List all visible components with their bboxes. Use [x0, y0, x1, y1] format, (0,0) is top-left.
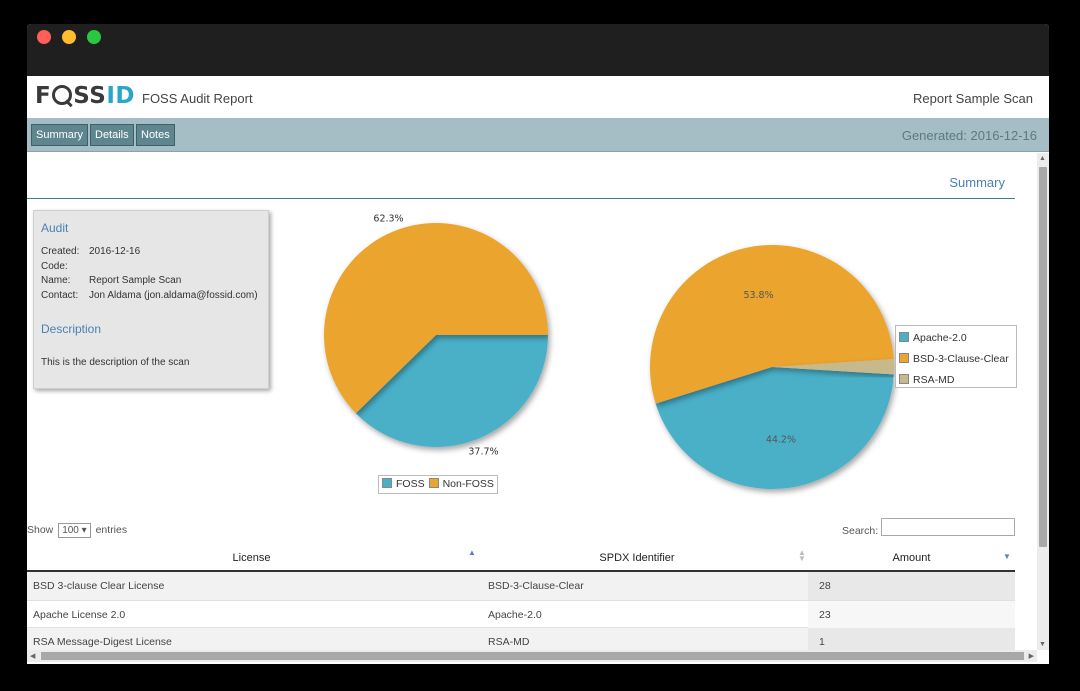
audit-title: Audit: [41, 221, 69, 235]
app-title: FOSS Audit Report: [142, 91, 253, 106]
cell-spdx: Apache-2.0: [488, 609, 542, 621]
audit-value: Jon Aldama (jon.aldama@fossid.com): [89, 290, 258, 301]
entries-select[interactable]: 100 ▾: [58, 523, 91, 538]
window-titlebar: [27, 24, 1049, 76]
table-row[interactable]: Apache License 2.0 Apache-2.0 23: [27, 600, 1015, 629]
pie-label-foss: 37.7%: [468, 447, 498, 458]
column-header-spdx[interactable]: SPDX Identifier: [599, 552, 675, 564]
charts-canvas: 37.7% 62.3% 44.2% 53.8%: [324, 213, 894, 489]
table-header-divider: [27, 570, 1015, 572]
legend-label-rsa: RSA-MD: [913, 374, 955, 386]
legend-label-bsd: BSD-3-Clause-Clear: [913, 353, 1009, 365]
cell-amount: 28: [808, 572, 1015, 600]
foss-pie-chart: 37.7% 62.3%: [324, 213, 548, 458]
vertical-scrollbar[interactable]: ▲ ▼: [1037, 153, 1049, 650]
legend-swatch-bsd: [899, 353, 909, 363]
logo-text-ss: SS: [73, 83, 107, 109]
entries-label: entries: [95, 524, 128, 536]
sort-both-icon[interactable]: ▲▼: [798, 548, 806, 563]
audit-row-code: Code:: [41, 261, 89, 272]
entries-length-control: Show 100 ▾ entries: [27, 523, 127, 538]
fossid-logo: F SSID: [35, 82, 135, 110]
show-label: Show: [27, 524, 54, 536]
description-title: Description: [41, 322, 102, 336]
nav-bar: Summary Details Notes Generated: 2016-12…: [27, 118, 1049, 152]
pie-label-bsd-3-clause-clear: 53.8%: [743, 290, 773, 301]
minimize-window-button[interactable]: [62, 30, 76, 44]
summary-heading: Summary: [949, 175, 1005, 190]
legend-item-bsd: BSD-3-Clause-Clear: [899, 349, 1013, 370]
scroll-left-icon[interactable]: ◀: [30, 653, 36, 660]
audit-row-created: Created: 2016-12-16: [41, 246, 140, 257]
legend-swatch-foss: [382, 478, 392, 488]
browser-window: F SSID FOSS Audit Report Report Sample Sc…: [27, 24, 1049, 664]
pie-slice-foss[interactable]: [355, 335, 548, 447]
cell-amount: 1: [808, 628, 1015, 650]
scroll-down-icon[interactable]: ▼: [1039, 641, 1046, 648]
logo-text-f: F: [35, 83, 52, 109]
cell-license: Apache License 2.0: [33, 609, 126, 621]
audit-key: Name:: [41, 275, 71, 286]
description-text: This is the description of the scan: [41, 357, 190, 368]
cell-spdx: BSD-3-Clause-Clear: [488, 580, 584, 592]
foss-pie-legend: FOSS Non-FOSS: [378, 475, 498, 494]
audit-row-contact: Contact: Jon Aldama (jon.aldama@fossid.co…: [41, 290, 258, 301]
scan-title: Report Sample Scan: [913, 91, 1033, 106]
sort-descending-icon[interactable]: ▼: [1003, 552, 1011, 561]
tab-details[interactable]: Details: [90, 124, 134, 146]
logo-text-id: ID: [106, 83, 135, 109]
audit-key: Code:: [41, 261, 68, 272]
pie-slice-bsd-3-clause-clear[interactable]: [650, 244, 894, 404]
legend-label-foss: FOSS: [396, 478, 425, 490]
horizontal-scroll-thumb[interactable]: [41, 652, 1024, 660]
legend-item-apache: Apache-2.0: [899, 328, 1013, 349]
audit-key: Created:: [41, 246, 80, 257]
generated-date: Generated: 2016-12-16: [901, 128, 1037, 143]
search-label: Search:: [842, 525, 879, 537]
scroll-up-icon[interactable]: ▲: [1039, 155, 1046, 162]
legend-swatch-nonfoss: [428, 478, 439, 488]
vertical-scroll-thumb[interactable]: [1039, 167, 1047, 547]
cell-amount: 23: [808, 601, 1015, 629]
report-header: F SSID FOSS Audit Report Report Sample Sc…: [27, 76, 1049, 118]
pie-slice-non-foss[interactable]: [324, 222, 548, 414]
search-input[interactable]: [881, 518, 1015, 536]
tab-notes[interactable]: Notes: [136, 124, 175, 146]
cell-spdx: RSA-MD: [488, 636, 530, 648]
maximize-window-button[interactable]: [87, 30, 101, 44]
horizontal-scrollbar[interactable]: ◀ ▶: [27, 650, 1037, 662]
legend-label-nonfoss: Non-FOSS: [442, 478, 494, 490]
legend-swatch-rsa: [899, 374, 909, 384]
license-pie-legend: Apache-2.0 BSD-3-Clause-Clear RSA-MD: [895, 325, 1017, 388]
magnifier-icon: [51, 84, 73, 106]
audit-key: Contact:: [41, 290, 79, 301]
column-header-amount[interactable]: Amount: [892, 552, 931, 564]
scroll-right-icon[interactable]: ▶: [1028, 653, 1034, 660]
cell-license: RSA Message-Digest License: [33, 636, 172, 648]
pie-label-apache-2-0: 44.2%: [766, 435, 796, 446]
sort-ascending-icon[interactable]: ▲: [468, 548, 476, 557]
audit-card: Audit Created: 2016-12-16 Code: Name: Repo…: [33, 210, 269, 389]
summary-panel: Summary Audit Created: 2016-12-16 Code: N…: [27, 153, 1037, 650]
close-window-button[interactable]: [37, 30, 51, 44]
pie-label-non-foss: 62.3%: [373, 213, 403, 224]
legend-swatch-apache: [899, 332, 909, 342]
table-row[interactable]: BSD 3-clause Clear License BSD-3-Clause-…: [27, 572, 1015, 600]
audit-value: 2016-12-16: [89, 246, 141, 257]
column-header-license[interactable]: License: [232, 552, 271, 564]
tab-summary[interactable]: Summary: [31, 124, 89, 146]
license-pie-chart: 44.2% 53.8%: [650, 244, 894, 489]
audit-value: Report Sample Scan: [89, 275, 182, 286]
audit-row-name: Name: Report Sample Scan: [41, 275, 181, 286]
cell-license: BSD 3-clause Clear License: [33, 580, 165, 592]
legend-label-apache: Apache-2.0: [913, 332, 967, 344]
table-row[interactable]: RSA Message-Digest License RSA-MD 1: [27, 628, 1015, 650]
pie-slice-apache-2-0[interactable]: [655, 367, 894, 489]
summary-divider: [27, 198, 1015, 199]
pie-slice-rsa-md[interactable]: [772, 358, 894, 375]
legend-item-rsa: RSA-MD: [899, 370, 1013, 391]
